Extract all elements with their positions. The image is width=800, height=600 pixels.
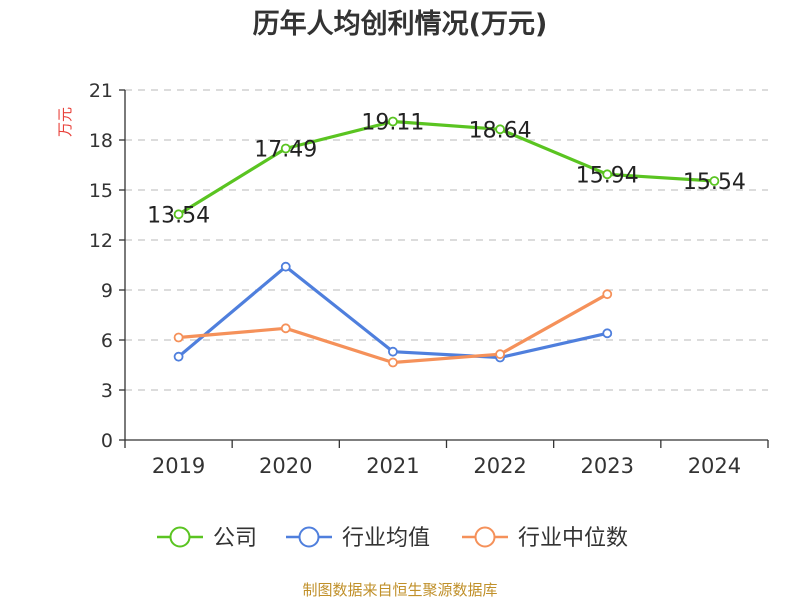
y-tick-label: 21 [89, 80, 113, 102]
y-tick-label: 3 [101, 380, 113, 402]
data-point [280, 323, 291, 334]
series-line-1 [177, 265, 608, 360]
y-tick-label: 9 [101, 280, 113, 302]
x-tick-label: 2021 [366, 454, 419, 478]
data-label: 15.94 [576, 163, 639, 188]
data-point [495, 124, 505, 135]
data-point [173, 351, 184, 362]
data-point [173, 209, 184, 220]
data-point [173, 332, 184, 343]
legend-item[interactable]: 行业中位数 [462, 526, 628, 551]
data-point [388, 357, 398, 368]
data-point [280, 261, 291, 272]
x-tick-label: 2022 [473, 454, 526, 478]
data-point [709, 176, 720, 186]
x-tick-label: 2020 [259, 454, 312, 478]
data-label: 15.54 [683, 170, 746, 195]
y-axis-label: 万元 [56, 107, 74, 137]
data-point [602, 328, 613, 339]
data-label: 18.64 [469, 118, 532, 143]
legend-label: 行业均值 [342, 526, 430, 551]
series-group [173, 116, 720, 368]
data-point [602, 289, 613, 300]
legend-item[interactable]: 公司 [157, 526, 257, 551]
chart-title: 历年人均创利情况(万元) [253, 8, 548, 40]
source-note: 制图数据来自恒生聚源数据库 [302, 581, 497, 599]
x-tick-label: 2024 [688, 454, 741, 478]
axes: 0 3 6 9 12 15 18 21 2019 2020 2021 2022 2023 2024 [89, 80, 769, 478]
x-tick-label: 2019 [152, 454, 205, 478]
data-label: 19.11 [361, 111, 424, 136]
y-tick-label: 12 [89, 230, 113, 252]
data-point [280, 143, 291, 154]
legend-swatch-marker [474, 526, 496, 548]
legend[interactable]: 公司 行业均值 行业中位数 [157, 526, 628, 551]
legend-label: 行业中位数 [518, 526, 628, 551]
x-tick-label: 2023 [581, 454, 634, 478]
data-label: 13.54 [147, 203, 210, 228]
data-point [388, 116, 398, 127]
legend-swatch-marker [169, 526, 191, 548]
y-tick-label: 0 [101, 430, 113, 452]
gridlines [125, 89, 768, 391]
data-label: 17.49 [254, 138, 317, 163]
data-point [388, 346, 398, 357]
legend-item[interactable]: 行业均值 [286, 526, 430, 551]
data-point [602, 169, 613, 180]
y-tick-label: 18 [89, 130, 113, 152]
data-point [495, 349, 505, 360]
series-line-0 [177, 119, 715, 216]
y-tick-label: 15 [89, 180, 113, 202]
legend-label: 公司 [213, 526, 257, 551]
data-labels: 13.54 17.49 19.11 18.64 15.94 15.54 [147, 111, 746, 229]
legend-swatch-marker [298, 526, 320, 548]
y-tick-label: 6 [101, 330, 113, 352]
